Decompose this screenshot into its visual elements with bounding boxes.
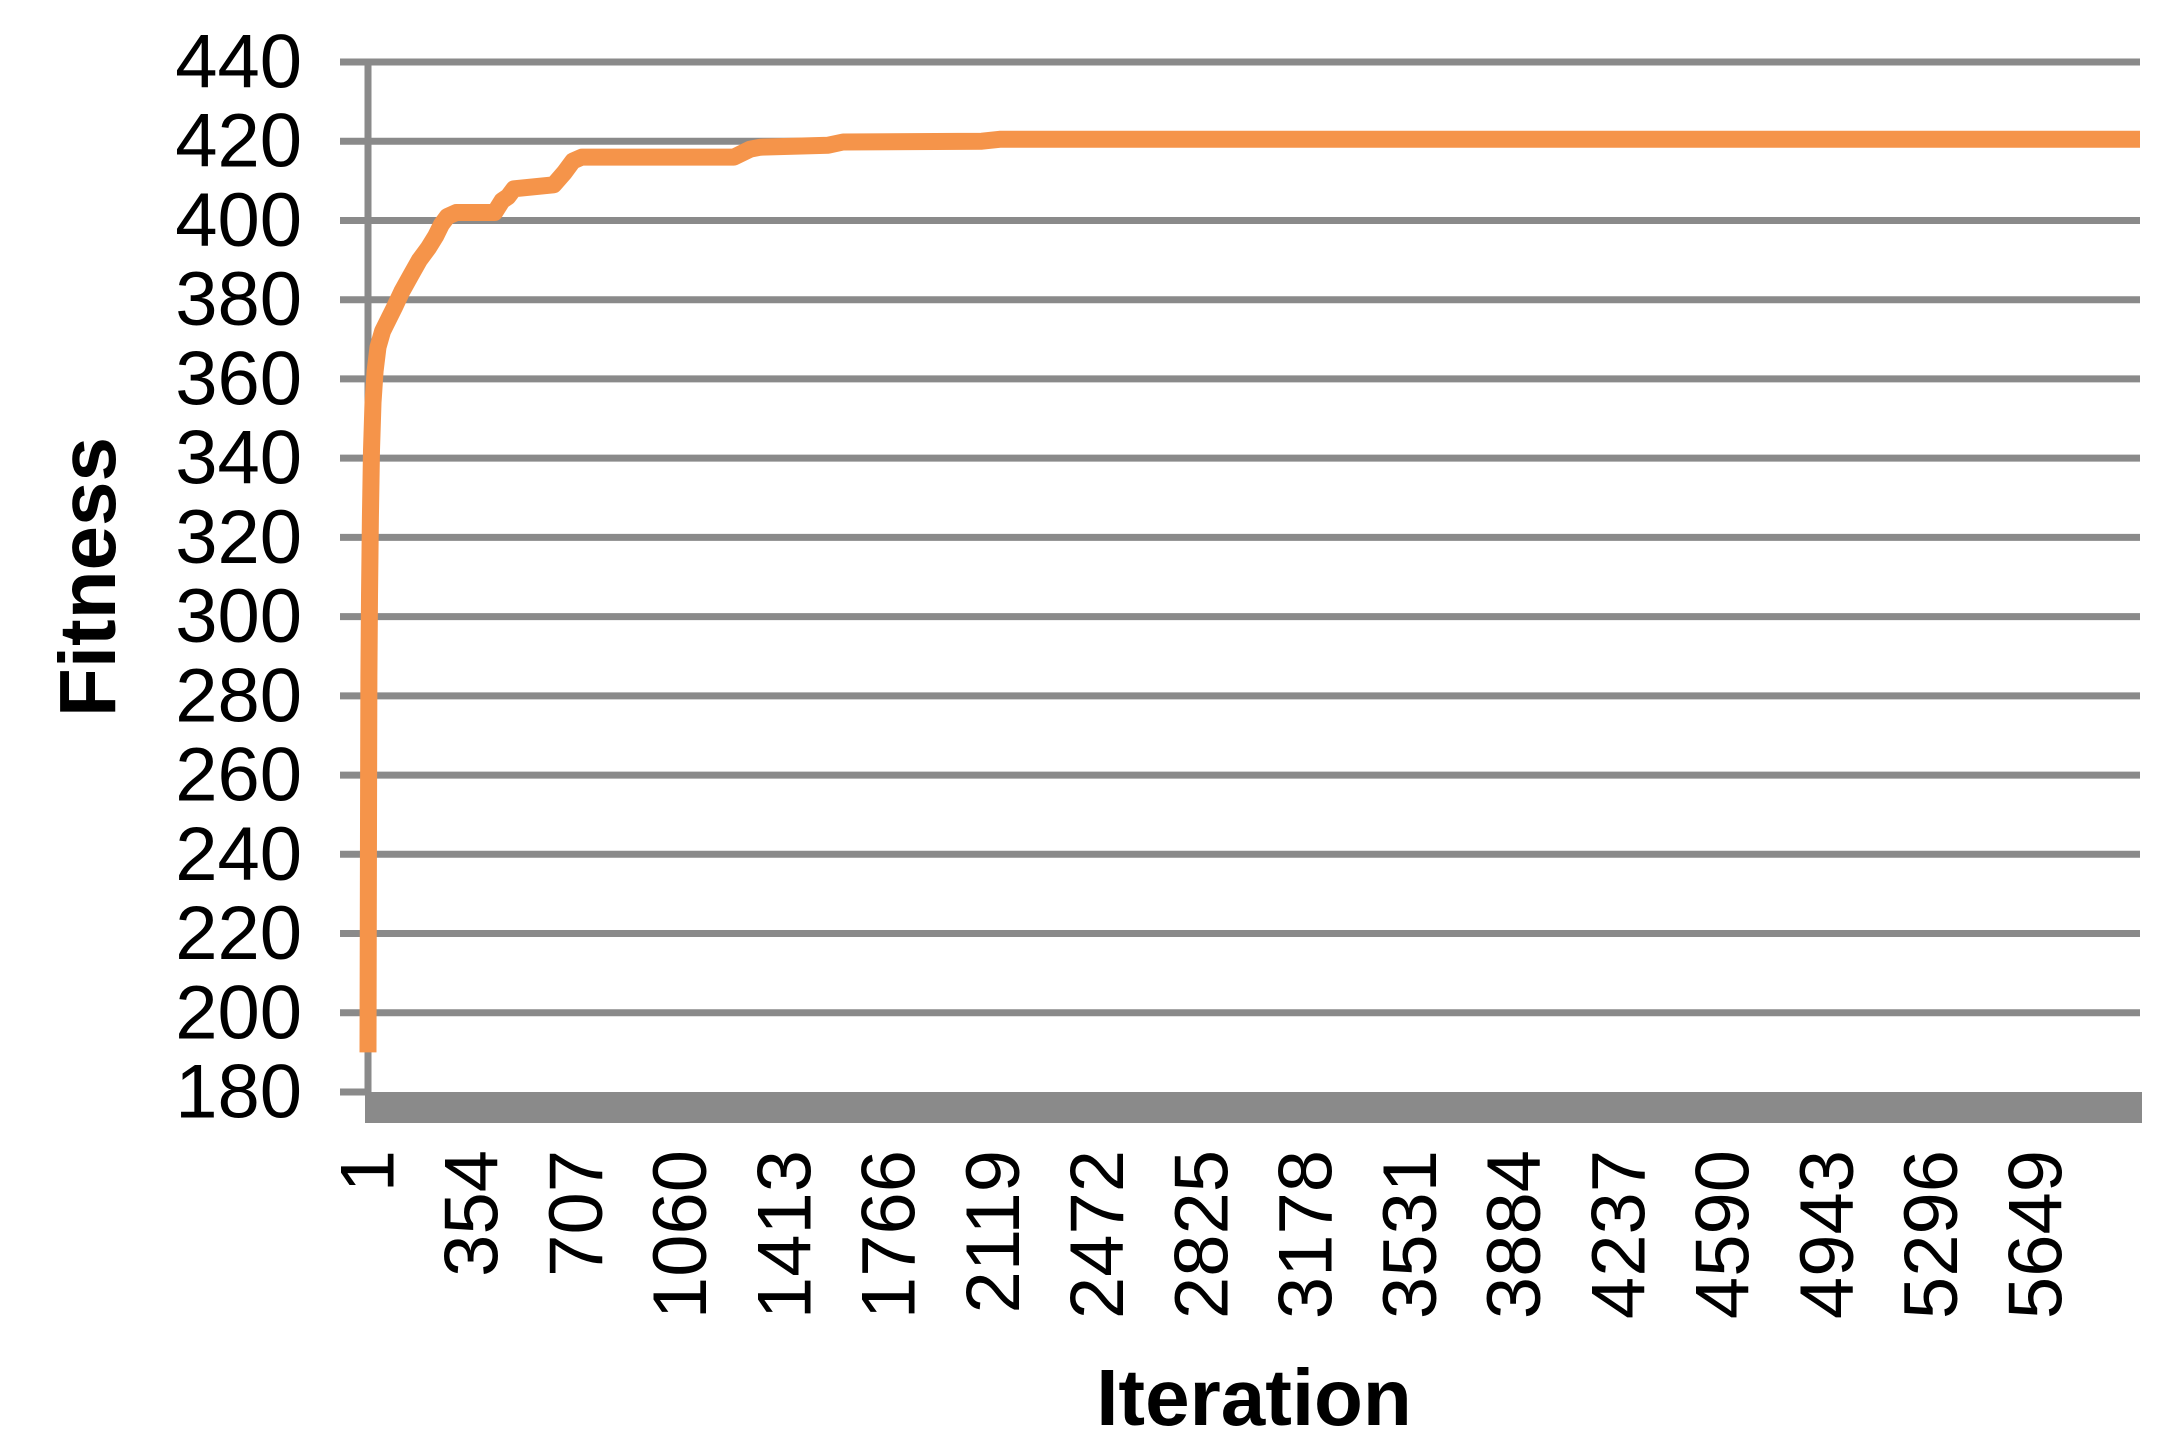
x-tick-label-1766: 1766 bbox=[847, 1150, 932, 1319]
y-axis-title: Fitness bbox=[43, 436, 132, 718]
x-tick-label-3884: 3884 bbox=[1472, 1150, 1557, 1319]
x-axis-bar bbox=[365, 1092, 2142, 1123]
y-tick-label-280: 280 bbox=[175, 653, 302, 738]
y-tick-label-200: 200 bbox=[175, 970, 302, 1055]
y-tick-label-220: 220 bbox=[175, 891, 302, 976]
x-tick-label-4237: 4237 bbox=[1576, 1150, 1661, 1319]
x-tick-label-5649: 5649 bbox=[1993, 1150, 2078, 1319]
x-tick-label-707: 707 bbox=[534, 1150, 619, 1277]
y-tick-label-320: 320 bbox=[175, 495, 302, 580]
y-tick-label-400: 400 bbox=[175, 178, 302, 263]
y-tick-label-240: 240 bbox=[175, 812, 302, 897]
y-tick-label-340: 340 bbox=[175, 416, 302, 501]
x-tick-label-5296: 5296 bbox=[1889, 1150, 1974, 1319]
y-tick-label-380: 380 bbox=[175, 257, 302, 342]
y-tick-label-300: 300 bbox=[175, 574, 302, 659]
x-tick-label-4590: 4590 bbox=[1681, 1150, 1766, 1319]
fitness-series-line bbox=[359, 130, 2140, 1053]
x-tick-label-2119: 2119 bbox=[951, 1150, 1036, 1313]
x-tick-label-1060: 1060 bbox=[638, 1150, 723, 1319]
y-tick-label-420: 420 bbox=[175, 99, 302, 184]
x-tick-label-4943: 4943 bbox=[1785, 1150, 1870, 1319]
x-tick-label-1413: 1413 bbox=[742, 1150, 827, 1319]
x-tick-label-2472: 2472 bbox=[1055, 1150, 1140, 1319]
x-tick-label-354: 354 bbox=[430, 1150, 515, 1277]
x-axis-title: Iteration bbox=[1096, 1353, 1412, 1442]
y-tick-label-180: 180 bbox=[175, 1050, 302, 1135]
y-tick-label-440: 440 bbox=[175, 20, 302, 105]
y-tick-label-260: 260 bbox=[175, 733, 302, 818]
x-tick-label-3178: 3178 bbox=[1264, 1150, 1349, 1319]
y-tick-label-360: 360 bbox=[175, 336, 302, 421]
x-tick-label-1: 1 bbox=[326, 1150, 411, 1192]
x-tick-label-3531: 3531 bbox=[1368, 1150, 1453, 1319]
x-tick-label-2825: 2825 bbox=[1159, 1150, 1244, 1319]
